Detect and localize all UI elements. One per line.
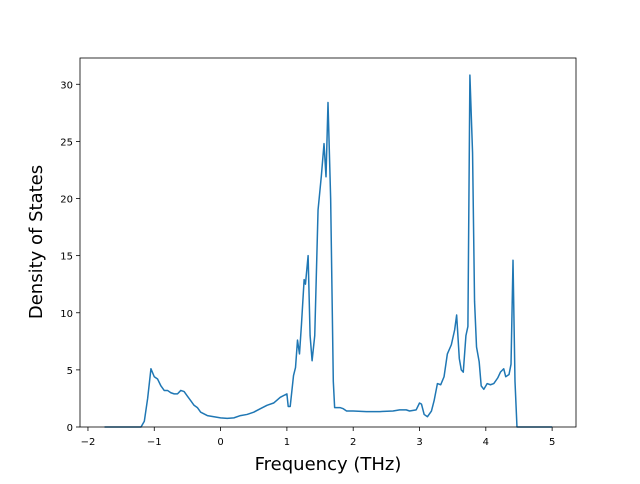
y-axis-label: Density of States bbox=[26, 165, 47, 319]
x-tick-label: 1 bbox=[284, 437, 290, 448]
y-tick-label: 20 bbox=[60, 195, 73, 206]
y-tick-label: 25 bbox=[60, 137, 73, 148]
x-tick-label: 5 bbox=[549, 437, 555, 448]
x-tick-label: 4 bbox=[483, 437, 489, 448]
y-tick-label: 0 bbox=[67, 423, 73, 434]
y-tick-label: 30 bbox=[60, 80, 73, 91]
x-tick-label: −2 bbox=[81, 437, 96, 448]
x-tick-label: 0 bbox=[217, 437, 223, 448]
plot-frame bbox=[79, 57, 577, 428]
line bbox=[104, 74, 553, 428]
x-tick-label: −1 bbox=[147, 437, 162, 448]
y-tick-label: 15 bbox=[60, 252, 73, 263]
x-tick-label: 2 bbox=[350, 437, 356, 448]
y-tick-label: 10 bbox=[60, 309, 73, 320]
y-tick-label: 5 bbox=[67, 366, 73, 377]
x-axis-label: Frequency (THz) bbox=[255, 454, 402, 475]
x-tick-label: 3 bbox=[416, 437, 422, 448]
